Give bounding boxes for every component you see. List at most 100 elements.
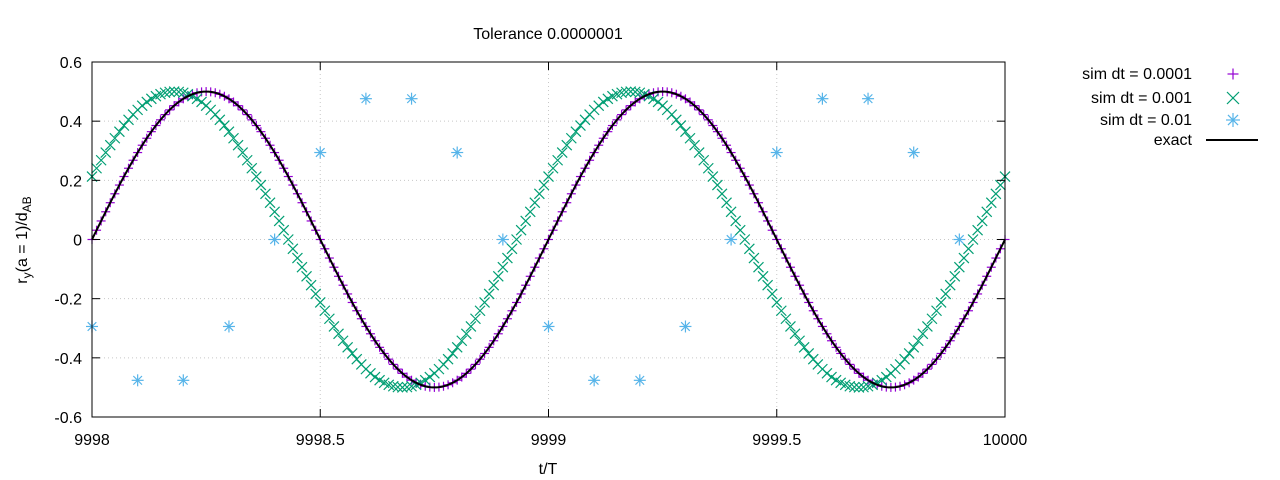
point-dt-0.001 <box>903 348 915 359</box>
point-dt-0.001 <box>159 87 171 99</box>
point-dt-0.001 <box>940 288 952 300</box>
point-dt-0.001 <box>250 171 262 182</box>
y-axis-label-r: r <box>14 278 31 284</box>
point-dt-0.01 <box>359 92 372 105</box>
point-dt-0.001 <box>547 162 559 174</box>
point-dt-0.001 <box>310 288 322 300</box>
legend-marker-cross <box>1226 91 1240 105</box>
point-dt-0.001 <box>853 381 865 393</box>
point-dt-0.001 <box>246 162 258 174</box>
point-dt-0.001 <box>168 86 180 98</box>
point-dt-0.001 <box>675 120 687 131</box>
point-dt-0.001 <box>113 126 125 138</box>
point-dt-0.001 <box>775 305 787 317</box>
point-dt-0.001 <box>821 367 833 379</box>
point-dt-0.001 <box>451 341 463 353</box>
point-dt-0.001 <box>136 100 148 112</box>
point-dt-0.001 <box>803 348 815 359</box>
point-dt-0.001 <box>734 224 746 236</box>
point-dt-0.001 <box>912 335 924 347</box>
y-tick-label: -0.4 <box>54 351 82 368</box>
point-dt-0.01 <box>268 233 281 246</box>
point-dt-0.001 <box>333 328 344 340</box>
point-dt-0.001 <box>972 224 984 236</box>
point-dt-0.001 <box>497 261 509 273</box>
point-dt-0.001 <box>501 252 513 264</box>
point-dt-0.01 <box>816 92 829 105</box>
point-dt-0.001 <box>748 252 760 264</box>
point-dt-0.001 <box>721 197 732 209</box>
point-dt-0.01 <box>953 233 966 246</box>
y-tick-label: 0.4 <box>60 114 82 131</box>
legend-marker-asterisk <box>1226 113 1240 127</box>
point-dt-0.001 <box>292 252 303 264</box>
point-dt-0.001 <box>953 261 965 273</box>
point-dt-0.001 <box>698 154 710 166</box>
point-dt-0.001 <box>524 206 536 218</box>
y-ticks: -0.6 -0.4 -0.2 0 0.2 0.4 0.6 <box>54 55 1005 427</box>
point-dt-0.001 <box>670 114 682 126</box>
point-dt-0.01 <box>496 233 509 246</box>
point-dt-0.001 <box>958 252 970 264</box>
point-dt-0.001 <box>109 132 121 144</box>
point-dt-0.001 <box>237 147 249 158</box>
point-dt-0.001 <box>789 328 801 340</box>
point-dt-0.001 <box>424 371 436 383</box>
point-dt-0.001 <box>223 126 235 138</box>
point-dt-0.001 <box>926 313 938 325</box>
point-dt-0.001 <box>100 147 112 158</box>
point-dt-0.001 <box>743 243 755 255</box>
legend-label: sim dt = 0.001 <box>1091 90 1192 107</box>
point-dt-0.001 <box>323 313 335 325</box>
plot-area <box>86 86 1011 393</box>
point-dt-0.001 <box>460 328 472 340</box>
point-dt-0.001 <box>570 126 582 138</box>
y-tick-label: 0 <box>73 233 82 250</box>
point-dt-0.001 <box>798 341 810 353</box>
point-dt-0.001 <box>967 234 979 245</box>
point-dt-0.01 <box>725 233 738 246</box>
point-dt-0.001 <box>616 87 627 99</box>
point-dt-0.001 <box>899 353 910 365</box>
y-axis-label-mid: (a = 1)/d <box>14 212 31 272</box>
point-dt-0.001 <box>543 171 554 182</box>
point-dt-0.001 <box>785 321 796 332</box>
y-tick-label: -0.2 <box>54 292 82 309</box>
point-dt-0.001 <box>296 261 308 273</box>
point-dt-0.001 <box>141 96 153 108</box>
point-dt-0.001 <box>565 132 577 144</box>
point-dt-0.001 <box>985 197 997 209</box>
point-dt-0.001 <box>620 86 632 98</box>
y-tick-label: 0.6 <box>60 55 82 72</box>
point-dt-0.001 <box>456 335 468 347</box>
point-dt-0.001 <box>689 139 701 151</box>
point-dt-0.001 <box>305 279 317 291</box>
x-tick-label: 9999.5 <box>752 432 801 449</box>
point-dt-0.001 <box>921 321 933 332</box>
point-dt-0.01 <box>542 320 555 333</box>
point-dt-0.001 <box>474 305 486 317</box>
point-dt-0.01 <box>314 146 327 159</box>
point-dt-0.001 <box>401 381 413 393</box>
point-dt-0.001 <box>702 162 714 174</box>
point-dt-0.001 <box>442 353 454 365</box>
point-dt-0.001 <box>711 179 723 191</box>
point-dt-0.001 <box>766 288 778 300</box>
point-dt-0.001 <box>533 188 545 200</box>
point-dt-0.001 <box>684 132 696 144</box>
point-dt-0.001 <box>844 380 856 392</box>
point-dt-0.001 <box>561 139 573 151</box>
x-tick-label: 9998.5 <box>296 432 345 449</box>
point-dt-0.001 <box>552 154 564 166</box>
point-dt-0.001 <box>173 86 185 98</box>
legend: sim dt = 0.0001 sim dt = 0.001 sim dt = 0.… <box>1082 66 1258 149</box>
point-dt-0.01 <box>633 374 646 387</box>
point-dt-0.001 <box>447 348 459 359</box>
point-dt-0.001 <box>282 234 294 245</box>
point-dt-0.001 <box>917 328 929 340</box>
point-dt-0.001 <box>995 179 1006 191</box>
point-dt-0.001 <box>164 86 176 98</box>
x-axis-label: t/T <box>539 461 558 478</box>
point-dt-0.001 <box>346 348 358 359</box>
